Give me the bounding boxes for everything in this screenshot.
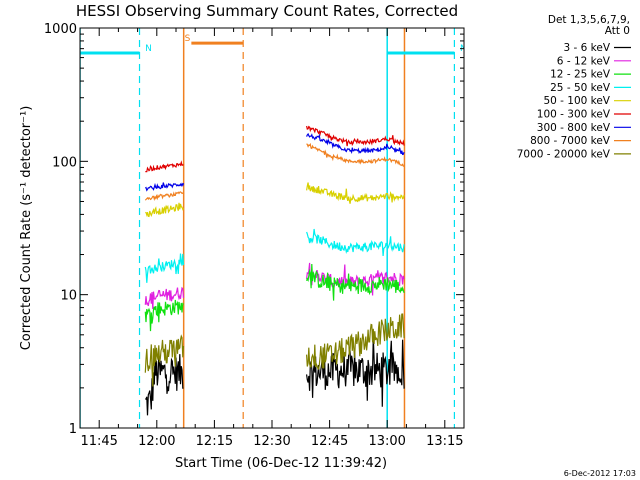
y-tick-label-2: 100 — [52, 155, 77, 170]
legend-label-1: 6 - 12 keV — [557, 55, 611, 67]
legend-label-7: 800 - 7000 keV — [530, 135, 611, 147]
series-6-seg1 — [144, 182, 185, 192]
series-5-seg2 — [306, 125, 405, 147]
series-7-seg2 — [306, 142, 405, 167]
series-6-seg2 — [306, 132, 405, 156]
legend-header-0: Det 1,3,5,6,7,9, — [548, 14, 630, 26]
legend-label-5: 100 - 300 keV — [537, 109, 611, 121]
legend-label-6: 300 - 800 keV — [537, 122, 611, 134]
series-4-seg2 — [306, 182, 405, 204]
annotation-label-N-0: N — [145, 44, 152, 54]
x-tick-label-6: 13:15 — [426, 434, 463, 449]
legend-label-8: 7000 - 20000 keV — [517, 148, 611, 160]
series-3-seg1 — [144, 253, 185, 283]
y-tick-label-1: 10 — [60, 289, 77, 304]
chart-title: HESSI Observing Summary Count Rates, Cor… — [76, 2, 458, 20]
annotation-layer: N NS — [80, 28, 464, 428]
series-2-seg2 — [306, 263, 405, 301]
annotation-label-S-2: S — [185, 34, 191, 44]
legend-label-2: 12 - 25 keV — [550, 69, 611, 81]
series-0-seg2 — [306, 336, 405, 407]
tick-layer: 11:45 12:00 12:15 12:30 12:45 13:00 13:15 1 10 10… — [44, 22, 465, 449]
y-axis-label: Corrected Count Rate (s⁻¹ detector⁻¹) — [19, 106, 34, 351]
x-tick-label-0: 11:45 — [80, 434, 117, 449]
series-5-seg1 — [145, 160, 184, 173]
x-tick-label-4: 12:45 — [311, 434, 348, 449]
series-0-seg1 — [145, 354, 184, 416]
series-1-seg1 — [144, 286, 185, 310]
date-stamp: 6-Dec-2012 17:03 — [564, 469, 636, 478]
y-tick-label-3: 1000 — [44, 22, 77, 37]
x-tick-label-2: 12:15 — [196, 434, 233, 449]
series-8-seg2 — [306, 313, 405, 371]
legend-label-3: 25 - 50 keV — [550, 82, 611, 94]
x-tick-label-3: 12:30 — [253, 434, 290, 449]
legend-label-0: 3 - 6 keV — [563, 42, 610, 54]
y-tick-label-0: 1 — [69, 422, 77, 437]
x-tick-label-5: 13:00 — [368, 434, 405, 449]
series-layer — [144, 125, 405, 416]
series-4-seg1 — [145, 202, 185, 218]
legend-label-4: 50 - 100 keV — [543, 95, 610, 107]
x-tick-label-1: 12:00 — [138, 434, 175, 449]
series-3-seg2 — [306, 228, 405, 257]
series-8-seg1 — [144, 334, 185, 387]
series-7-seg1 — [144, 191, 184, 201]
legend-header-1: Att 0 — [605, 25, 630, 37]
x-axis-label: Start Time (06-Dec-12 11:39:42) — [175, 456, 387, 471]
series-2-seg1 — [144, 299, 184, 332]
